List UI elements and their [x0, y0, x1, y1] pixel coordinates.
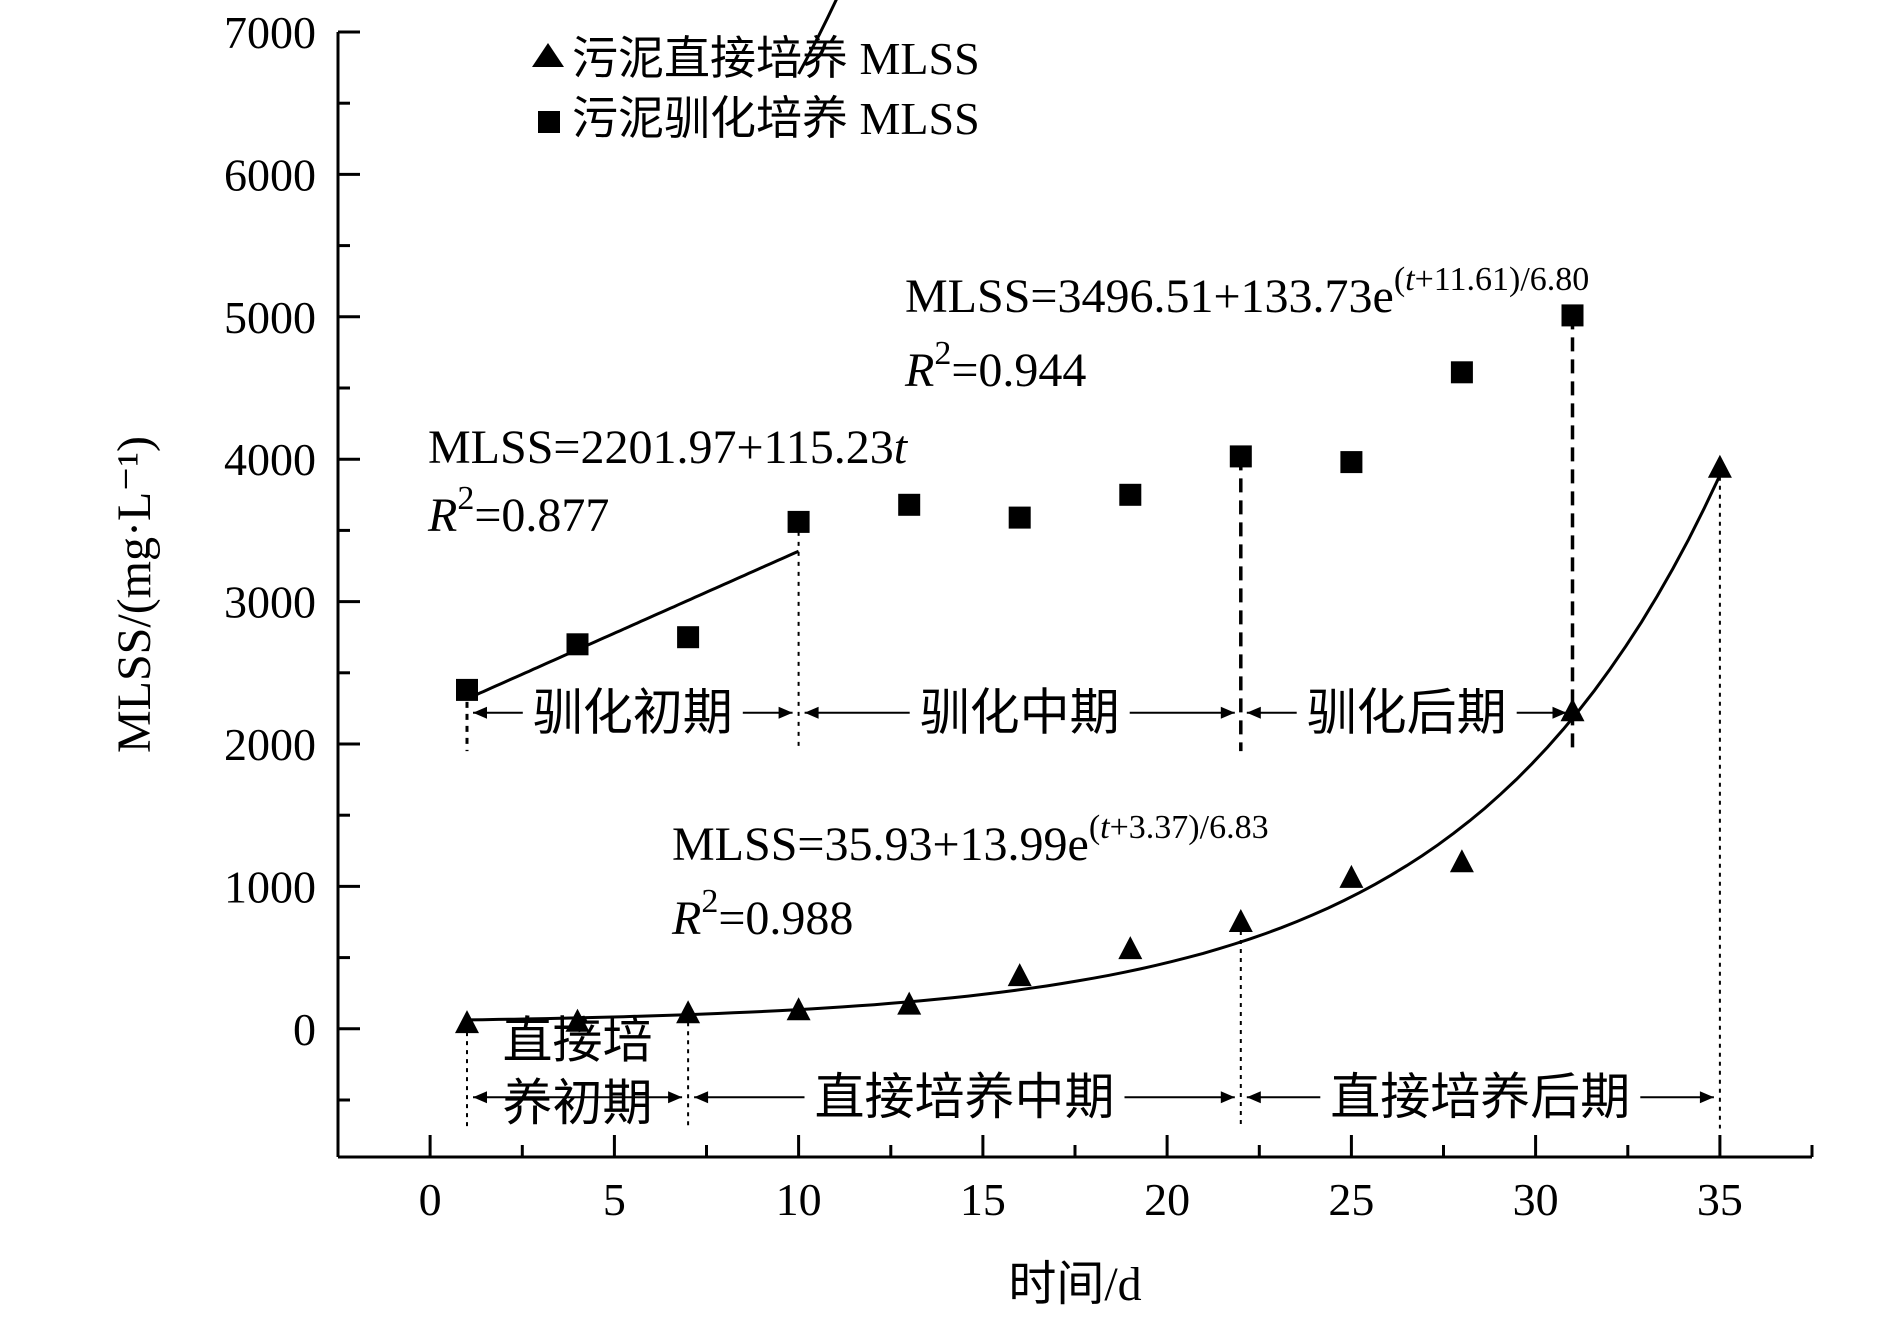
- equation-exponent-variable: t: [1405, 261, 1416, 298]
- point-acclimation: [1008, 506, 1031, 529]
- equation-variable: t: [894, 421, 909, 474]
- point-direct: [565, 1008, 590, 1032]
- equation-exponent-variable: t: [1100, 809, 1111, 846]
- x-tick-label: 25: [1328, 1174, 1374, 1225]
- phase-acclimation-mid-arrowhead: [1220, 706, 1235, 719]
- phase-direct-mid-arrowhead: [694, 1091, 709, 1104]
- point-direct: [1118, 936, 1143, 960]
- r-squared-value: =0.877: [474, 489, 609, 542]
- point-acclimation: [787, 510, 810, 533]
- point-direct: [897, 991, 922, 1015]
- equation-exponent: (: [1394, 261, 1405, 298]
- r-squared-exponent: 2: [934, 335, 951, 372]
- legend-label-acclimation: 污泥驯化培养 MLSS: [572, 93, 980, 144]
- point-direct: [1228, 909, 1253, 932]
- r-squared-exponent: 2: [457, 480, 474, 517]
- phase-direct-mid-arrowhead: [1220, 1091, 1235, 1104]
- phase-acclimation-late-label: 驯化后期: [1307, 685, 1507, 741]
- equation-exponent: (: [1089, 809, 1100, 846]
- fit-equation: MLSS=35.93+13.99e(t+3.37)/6.83: [672, 809, 1269, 871]
- y-tick-label: 5000: [224, 292, 316, 343]
- legend-label-direct: 污泥直接培养 MLSS: [572, 33, 980, 84]
- y-tick-label: 2000: [224, 719, 316, 770]
- r-squared-label: R2=0.988: [671, 883, 853, 945]
- x-tick-label: 30: [1513, 1174, 1559, 1225]
- phase-direct-early-arrowhead: [668, 1091, 683, 1104]
- y-tick-label: 1000: [224, 861, 316, 912]
- phase-acclimation-mid-label: 驯化中期: [920, 685, 1120, 741]
- point-direct: [676, 1000, 701, 1024]
- r-squared-exponent: 2: [701, 883, 718, 920]
- point-acclimation: [566, 633, 589, 656]
- fit-equation: MLSS=2201.97+115.23t: [428, 421, 909, 474]
- point-acclimation: [677, 626, 700, 649]
- fit-equation: MLSS=3496.51+133.73e(t+11.61)/6.80: [905, 261, 1589, 323]
- point-direct: [1449, 849, 1474, 873]
- r-squared-letter: R: [904, 344, 934, 397]
- point-acclimation: [1340, 451, 1363, 474]
- r-squared-value: =0.988: [718, 892, 853, 945]
- y-tick-label: 0: [293, 1004, 316, 1055]
- axes-group: 0 1000 2000 3000 4000 5000 6000 7000 0 5 10 15 20 25 3…: [108, 7, 1814, 1311]
- r-squared-value: =0.944: [951, 344, 1086, 397]
- phase-acclimation-mid-arrowhead: [804, 706, 819, 719]
- phase-direct-late-label: 直接培养后期: [1330, 1069, 1630, 1125]
- r-squared-letter: R: [671, 892, 701, 945]
- point-direct: [1007, 963, 1032, 987]
- phase-direct-mid-label: 直接培养中期: [815, 1069, 1115, 1125]
- point-acclimation: [456, 678, 478, 701]
- legend-marker-square: [538, 111, 560, 133]
- x-axis-title: 时间/d: [1008, 1258, 1141, 1311]
- phase-direct-early-label: 养初期: [503, 1075, 653, 1131]
- fit-curve-direct: [466, 474, 1722, 1022]
- point-acclimation: [1561, 304, 1584, 327]
- r-squared-label: R2=0.944: [904, 335, 1086, 397]
- point-direct: [786, 997, 811, 1021]
- equation-body: MLSS=2201.97+115.23: [428, 421, 894, 474]
- y-tick-label: 6000: [224, 149, 316, 200]
- point-acclimation: [898, 493, 921, 516]
- fit-curves: [466, 0, 1722, 1022]
- phase-acclimation-late-arrowhead: [1552, 706, 1567, 719]
- equation-body: MLSS=3496.51+133.73e: [905, 270, 1394, 323]
- y-tick-label: 4000: [224, 434, 316, 485]
- phase-direct-early-label: 直接培: [503, 1012, 653, 1068]
- point-direct: [1339, 864, 1364, 888]
- equation-body: MLSS=35.93+13.99e: [672, 818, 1089, 871]
- phase-direct-late-arrowhead: [1246, 1091, 1261, 1104]
- y-axis-title: MLSS/(mg·L⁻¹): [108, 436, 161, 753]
- data-points: [455, 304, 1732, 1034]
- phase-acclimation-late-arrowhead: [1246, 706, 1261, 719]
- x-tick-label: 0: [419, 1174, 442, 1225]
- text-labels: 污泥直接培养 MLSS 污泥驯化培养 MLSS MLSS=2201.97+115.2…: [427, 33, 1714, 1131]
- point-acclimation: [1229, 445, 1252, 468]
- point-direct: [1707, 454, 1732, 478]
- r-squared-letter: R: [427, 489, 457, 542]
- legend-marker-triangle: [532, 43, 564, 67]
- x-tick-label: 5: [603, 1174, 626, 1225]
- x-tick-label: 10: [776, 1174, 822, 1225]
- x-tick-label: 15: [960, 1174, 1006, 1225]
- equation-exponent: +11.61)/6.80: [1415, 261, 1590, 298]
- phase-direct-late-arrowhead: [1699, 1091, 1714, 1104]
- point-acclimation: [1119, 483, 1142, 506]
- y-tick-label: 3000: [224, 577, 316, 628]
- phase-direct-early-arrowhead: [473, 1091, 487, 1104]
- point-direct: [1560, 698, 1585, 722]
- point-acclimation: [1450, 361, 1473, 384]
- x-tick-label: 35: [1697, 1174, 1743, 1225]
- x-tick-label: 20: [1144, 1174, 1190, 1225]
- phase-acclimation-early-label: 驯化初期: [533, 685, 733, 741]
- fit-line-acclimation-early: [466, 549, 800, 701]
- point-direct: [455, 1010, 479, 1034]
- phase-acclimation-early-arrowhead: [473, 706, 487, 719]
- y-tick-label: 7000: [224, 7, 316, 58]
- phase-guides: [465, 315, 1721, 1129]
- r-squared-label: R2=0.877: [427, 480, 609, 542]
- phase-acclimation-early-arrowhead: [778, 706, 793, 719]
- equation-exponent: +3.37)/6.83: [1110, 809, 1269, 846]
